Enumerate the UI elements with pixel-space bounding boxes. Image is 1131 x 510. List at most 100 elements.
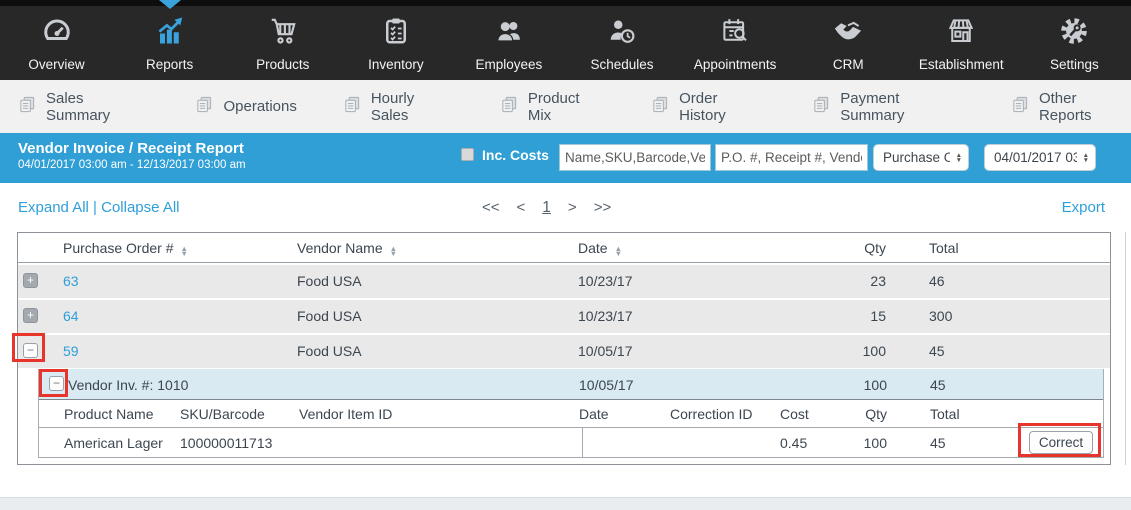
po-date: 10/05/17 bbox=[578, 343, 633, 359]
report-doc-icon bbox=[195, 95, 214, 119]
nav-item-schedules[interactable]: Schedules bbox=[565, 0, 678, 80]
report-type-select[interactable]: Purchase Orde ▲▼ bbox=[873, 144, 969, 171]
last-page-button[interactable]: >> bbox=[593, 199, 612, 216]
person-clock-icon bbox=[605, 16, 639, 51]
correct-button[interactable]: Correct bbox=[1029, 431, 1093, 454]
nav-item-products[interactable]: Products bbox=[226, 0, 339, 80]
item-cost: 0.45 bbox=[780, 435, 808, 451]
expand-all-link[interactable]: Expand All bbox=[18, 199, 89, 216]
col-header-item-qty: Qty bbox=[865, 406, 887, 422]
vendor-invoice-row: − Vendor Inv. #: 1010 10/05/17 100 45 bbox=[39, 369, 1103, 400]
tab-order-history[interactable]: Order History bbox=[651, 90, 766, 124]
tab-operations[interactable]: Operations bbox=[195, 95, 297, 119]
table-header-row: Purchase Order # ▲ ▼ Vendor Name ▲ ▼ Date ▲ ▼ … bbox=[18, 233, 1110, 263]
expand-row-button[interactable]: + bbox=[23, 308, 38, 323]
product-search-input[interactable] bbox=[559, 144, 711, 171]
col-header-date[interactable]: Date ▲ ▼ bbox=[578, 240, 623, 258]
item-product-name: American Lager bbox=[64, 435, 163, 451]
tab-label: Product Mix bbox=[527, 89, 580, 124]
table-side-line bbox=[1125, 232, 1126, 465]
vendor-name: Food USA bbox=[297, 308, 362, 324]
po-total: 45 bbox=[929, 343, 945, 359]
po-number-link[interactable]: 59 bbox=[63, 343, 79, 359]
item-total: 45 bbox=[930, 435, 946, 451]
tab-label: Sales Summary bbox=[46, 89, 111, 124]
col-header-cost: Cost bbox=[780, 406, 809, 422]
col-header-purchase-order[interactable]: Purchase Order # ▲ ▼ bbox=[63, 240, 188, 258]
tab-label: Hourly Sales bbox=[370, 89, 415, 124]
storefront-icon bbox=[944, 16, 978, 51]
prev-page-button[interactable]: < bbox=[516, 199, 526, 216]
date-preset-select[interactable]: 04/01/2017 03 ▲ ▼ bbox=[984, 144, 1096, 171]
current-page[interactable]: 1 bbox=[542, 199, 551, 216]
po-number-link[interactable]: 63 bbox=[63, 273, 79, 289]
nav-label: Products bbox=[256, 57, 310, 72]
tab-label: Operations bbox=[223, 98, 297, 115]
page-title: Vendor Invoice / Receipt Report bbox=[18, 140, 244, 157]
expand-row-button[interactable]: + bbox=[23, 273, 38, 288]
report-doc-icon bbox=[500, 95, 519, 119]
tab-sales-summary[interactable]: Sales Summary bbox=[18, 90, 149, 124]
po-qty: 100 bbox=[862, 343, 886, 359]
col-header-item-date: Date bbox=[579, 406, 609, 422]
purchase-orders-table: Purchase Order # ▲ ▼ Vendor Name ▲ ▼ Date ▲ ▼ … bbox=[17, 232, 1111, 465]
first-page-button[interactable]: << bbox=[482, 199, 500, 216]
nav-label: Settings bbox=[1050, 57, 1099, 72]
nav-item-employees[interactable]: Employees bbox=[452, 0, 565, 80]
vendor-name: Food USA bbox=[297, 343, 362, 359]
nav-item-overview[interactable]: Overview bbox=[0, 0, 113, 80]
nav-item-establishment[interactable]: Establishment bbox=[905, 0, 1018, 80]
nav-item-crm[interactable]: CRM bbox=[792, 0, 905, 80]
inc-costs-checkbox[interactable] bbox=[461, 148, 474, 161]
col-header-vendor-item-id: Vendor Item ID bbox=[299, 406, 393, 422]
invoice-items-header-row: Product Name SKU/Barcode Vendor Item ID … bbox=[39, 400, 1103, 428]
tab-other-reports[interactable]: Other Reports bbox=[1011, 90, 1131, 124]
annotation-box-row59-toggle bbox=[12, 333, 45, 362]
tab-label: Payment Summary bbox=[840, 89, 905, 124]
nav-label: Inventory bbox=[368, 57, 424, 72]
annotation-box-invoice-toggle bbox=[39, 369, 68, 397]
bar-chart-icon bbox=[153, 16, 187, 51]
next-page-button[interactable]: > bbox=[567, 199, 577, 216]
col-header-vendor-name[interactable]: Vendor Name ▲ ▼ bbox=[297, 240, 398, 258]
tab-hourly-sales[interactable]: Hourly Sales bbox=[343, 90, 454, 124]
nav-item-reports[interactable]: Reports bbox=[113, 0, 226, 80]
gauge-icon bbox=[40, 16, 74, 51]
main-navigation: Overview Reports Products Inventory Empl… bbox=[0, 0, 1131, 80]
report-tabs-bar: Sales Summary Operations Hourly Sales Pr… bbox=[0, 80, 1131, 133]
collapse-all-link[interactable]: Collapse All bbox=[101, 199, 180, 216]
tab-payment-summary[interactable]: Payment Summary bbox=[812, 90, 965, 124]
nav-item-inventory[interactable]: Inventory bbox=[339, 0, 452, 80]
po-date: 10/23/17 bbox=[578, 273, 633, 289]
report-doc-icon bbox=[18, 95, 37, 119]
report-doc-icon bbox=[651, 95, 670, 119]
clipboard-icon bbox=[379, 16, 413, 51]
col-header-qty: Qty bbox=[864, 240, 886, 256]
active-tab-caret-icon bbox=[159, 0, 181, 9]
cart-icon bbox=[266, 16, 300, 51]
sort-arrows-icon: ▲ ▼ bbox=[614, 244, 623, 258]
pagination: << < 1 > >> bbox=[482, 199, 611, 217]
annotation-box-correct-button bbox=[1018, 423, 1101, 457]
nav-label: CRM bbox=[832, 57, 864, 72]
export-link[interactable]: Export bbox=[1061, 199, 1105, 216]
col-header-total: Total bbox=[929, 240, 959, 256]
nav-item-appointments[interactable]: Appointments bbox=[679, 0, 792, 80]
item-sku-barcode: 100000011713 bbox=[180, 435, 273, 451]
po-number-link[interactable]: 64 bbox=[63, 308, 79, 324]
links-separator: | bbox=[88, 199, 102, 216]
collapse-invoice-button[interactable]: − bbox=[49, 376, 64, 391]
order-search-input[interactable] bbox=[715, 144, 868, 171]
calendar-search-icon bbox=[718, 16, 752, 51]
table-row-po-63: + 63 Food USA 10/23/17 23 46 bbox=[18, 265, 1110, 298]
nav-label: Schedules bbox=[590, 57, 654, 72]
table-row-po-64: + 64 Food USA 10/23/17 15 300 bbox=[18, 300, 1110, 333]
report-type-select-value: Purchase Orde bbox=[883, 150, 950, 165]
tab-product-mix[interactable]: Product Mix bbox=[500, 90, 605, 124]
report-doc-icon bbox=[812, 95, 831, 119]
invoice-item-row: American Lager 100000011713 0.45 100 45 … bbox=[39, 428, 1103, 458]
collapse-row-button[interactable]: − bbox=[23, 343, 38, 358]
nav-item-settings[interactable]: Settings bbox=[1018, 0, 1131, 80]
tab-label: Other Reports bbox=[1038, 89, 1092, 124]
